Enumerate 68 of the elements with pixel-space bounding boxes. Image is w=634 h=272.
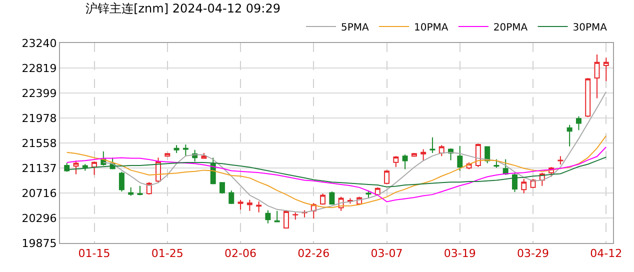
candlestick	[502, 158, 508, 174]
candlestick	[220, 182, 225, 194]
candlestick	[366, 190, 372, 198]
y-tick-label: 20296	[22, 212, 57, 225]
line-series	[102, 91, 607, 213]
candlestick	[393, 156, 399, 168]
x-tick-label: 02-06	[224, 247, 257, 260]
candlestick	[594, 54, 600, 99]
y-tick-label: 21558	[22, 136, 57, 150]
line-series	[66, 146, 607, 202]
y-tick-label: 23240	[22, 36, 57, 50]
x-tick-label: 01-15	[78, 247, 110, 260]
line-series	[66, 135, 607, 208]
candlestick	[92, 160, 98, 176]
candlestick	[329, 190, 335, 206]
candlestick	[228, 190, 234, 204]
candlestick	[292, 212, 298, 220]
x-tick-label: 02-26	[298, 247, 330, 260]
candlestick	[137, 185, 143, 196]
candlestick	[73, 160, 79, 175]
candlestick	[182, 144, 188, 157]
y-tick-label: 21978	[22, 112, 57, 125]
y-tick-label: 19875	[22, 236, 57, 250]
candlestick	[438, 144, 444, 157]
chart-title: 沪锌主连[znm] 2024-04-12 09:29	[86, 1, 280, 16]
candlestick	[585, 77, 591, 118]
candlestick	[512, 172, 518, 193]
candlestick	[576, 116, 582, 131]
candlestick	[402, 154, 408, 170]
candlestick	[64, 162, 70, 172]
candlestick	[603, 57, 609, 82]
candlestick	[430, 136, 436, 154]
x-tick-label: 03-07	[370, 247, 403, 260]
candlestick	[283, 210, 289, 229]
candlestick	[265, 210, 271, 224]
candlestick	[457, 145, 463, 172]
x-tick-label: 01-25	[151, 247, 184, 260]
candlestick	[238, 199, 244, 210]
candlestick	[320, 193, 326, 206]
legend-label: 10PMA	[414, 22, 448, 34]
x-tick-label: 03-19	[444, 247, 476, 260]
line-series	[66, 156, 607, 188]
candlestick	[420, 148, 426, 162]
candlestick	[274, 210, 280, 222]
candlestick	[558, 156, 564, 166]
candlestick	[411, 152, 417, 158]
y-tick-label: 21137	[22, 162, 57, 175]
candlestick	[384, 170, 390, 185]
legend-label: 20PMA	[493, 22, 528, 34]
candlestick	[566, 124, 572, 147]
candlestick	[118, 171, 124, 192]
candlestick	[484, 146, 490, 164]
candlestick	[475, 143, 481, 168]
y-tick-label: 22819	[22, 62, 57, 75]
candlestick	[128, 186, 134, 196]
candlestick	[82, 163, 88, 172]
candlestick	[246, 199, 252, 212]
candlestick	[164, 153, 170, 157]
candlestick	[494, 158, 500, 168]
y-tick-label: 20716	[22, 186, 57, 200]
candlestick	[256, 200, 262, 213]
legend-label: 30PMA	[572, 22, 608, 34]
legend-label: 5PMA	[341, 22, 370, 34]
y-tick-label: 22399	[22, 86, 57, 100]
x-tick-label: 04-12	[590, 247, 622, 260]
x-tick-label: 03-29	[517, 247, 550, 260]
candlestick	[174, 144, 180, 154]
candlestick	[521, 178, 527, 194]
